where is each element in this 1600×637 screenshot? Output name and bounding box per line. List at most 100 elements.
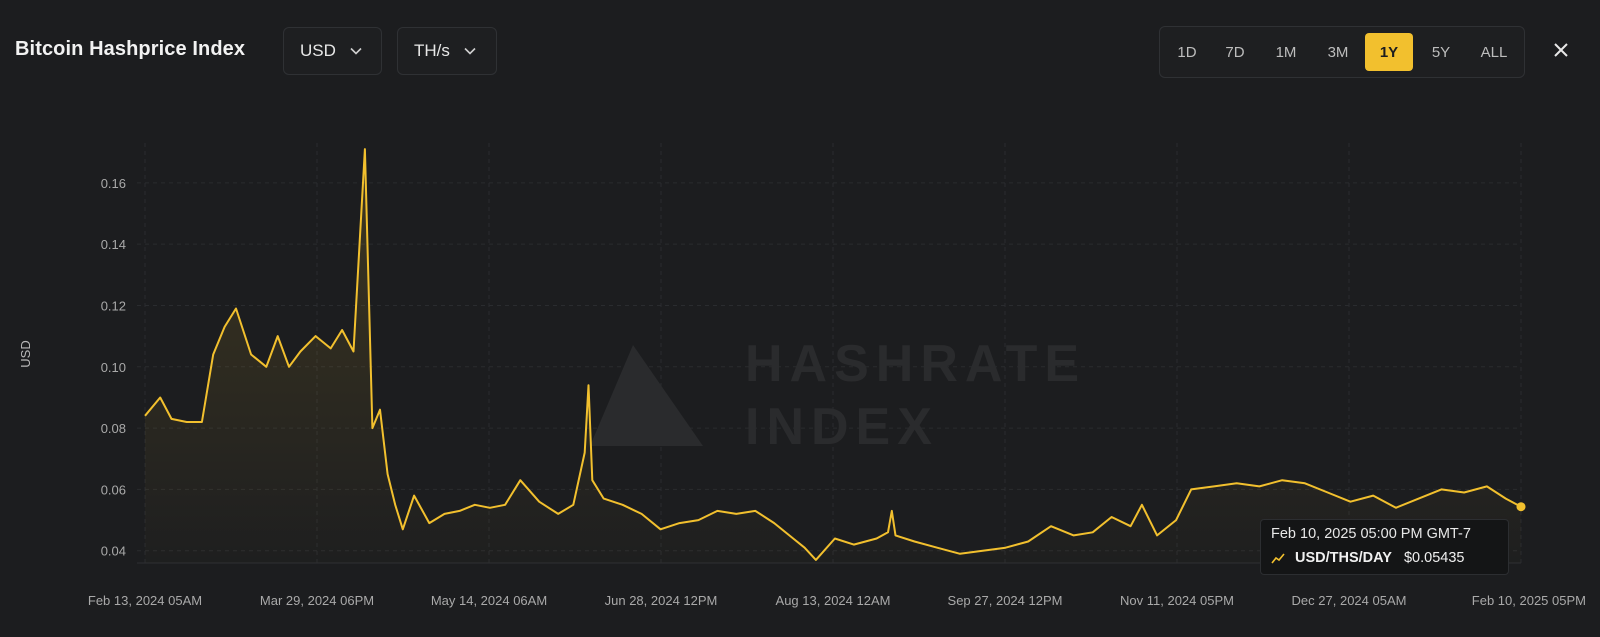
data-point xyxy=(602,497,606,501)
range-button-3m[interactable]: 3M xyxy=(1327,43,1349,61)
x-tick-label: May 14, 2024 06AM xyxy=(431,593,547,608)
data-point xyxy=(678,521,682,525)
data-point xyxy=(583,451,587,455)
range-button-all[interactable]: ALL xyxy=(1480,43,1508,61)
tooltip-value: $0.05435 xyxy=(1403,550,1465,566)
data-point xyxy=(329,346,333,350)
data-point xyxy=(894,533,898,537)
data-point xyxy=(363,147,367,151)
data-point xyxy=(833,537,837,541)
data-point xyxy=(393,503,397,507)
data-point xyxy=(734,512,738,516)
data-point xyxy=(143,414,147,418)
unit-select-value: TH/s xyxy=(414,41,450,60)
data-point xyxy=(412,494,416,498)
currency-select[interactable]: USD xyxy=(283,27,382,75)
currency-select-value: USD xyxy=(300,41,336,60)
data-point xyxy=(1417,497,1421,501)
data-tooltip: Feb 10, 2025 05:00 PM GMT-7 USD/THS/DAY … xyxy=(1260,519,1509,575)
data-point xyxy=(875,537,879,541)
range-button-1d[interactable]: 1D xyxy=(1177,43,1197,61)
data-point xyxy=(1004,546,1008,550)
x-tick-label: Feb 13, 2024 05AM xyxy=(88,593,202,608)
data-point xyxy=(1174,518,1178,522)
y-tick-label: 0.10 xyxy=(101,360,126,375)
chevron-down-icon xyxy=(350,47,362,55)
data-point xyxy=(458,509,462,513)
data-point xyxy=(935,546,939,550)
y-tick-label: 0.04 xyxy=(101,544,126,559)
page-title: Bitcoin Hashprice Index xyxy=(15,38,246,60)
range-button-5y[interactable]: 5Y xyxy=(1431,43,1451,61)
data-point xyxy=(621,503,625,507)
watermark-line1: HASHRATE xyxy=(745,335,1086,393)
data-point xyxy=(1504,497,1508,501)
data-point xyxy=(1155,533,1159,537)
x-tick-label: Jun 28, 2024 12PM xyxy=(605,593,718,608)
data-point xyxy=(571,503,575,507)
data-point xyxy=(791,537,795,541)
data-point xyxy=(1348,500,1352,504)
data-point xyxy=(158,396,162,400)
data-point xyxy=(753,509,757,513)
data-point xyxy=(276,334,280,338)
watermark-line2: INDEX xyxy=(745,398,939,456)
data-point xyxy=(913,540,917,544)
data-point xyxy=(223,325,227,329)
data-point xyxy=(772,521,776,525)
data-point xyxy=(1091,530,1095,534)
trend-line-icon xyxy=(1271,553,1285,564)
tooltip-date: Feb 10, 2025 05:00 PM GMT-7 xyxy=(1271,526,1471,542)
x-tick-label: Mar 29, 2024 06PM xyxy=(260,593,374,608)
data-point xyxy=(1110,515,1114,519)
data-point xyxy=(386,472,390,476)
data-point xyxy=(314,334,318,338)
data-point xyxy=(1439,487,1443,491)
data-point xyxy=(488,506,492,510)
y-tick-label: 0.14 xyxy=(101,237,126,252)
data-point xyxy=(1026,540,1030,544)
data-point xyxy=(1326,491,1330,495)
unit-select[interactable]: TH/s xyxy=(397,27,497,75)
header: Bitcoin Hashprice Index USD TH/s 1D 7D 1… xyxy=(0,0,1600,100)
data-point xyxy=(378,408,382,412)
data-point xyxy=(696,518,700,522)
close-button[interactable] xyxy=(1550,39,1572,61)
range-button-7d[interactable]: 7D xyxy=(1225,43,1245,61)
data-point xyxy=(298,350,302,354)
data-point xyxy=(803,546,807,550)
data-point xyxy=(1303,481,1307,485)
data-point xyxy=(814,558,818,562)
y-tick-label: 0.16 xyxy=(101,176,126,191)
data-point xyxy=(1235,481,1239,485)
x-tick-label: Aug 13, 2024 12AM xyxy=(776,593,891,608)
data-point xyxy=(503,503,507,507)
active-data-point[interactable] xyxy=(1516,502,1526,512)
x-tick-label: Feb 10, 2025 05PM xyxy=(1472,593,1586,608)
close-icon xyxy=(1554,43,1568,57)
data-point xyxy=(1257,484,1261,488)
data-point xyxy=(473,503,477,507)
data-point xyxy=(1485,484,1489,488)
data-point xyxy=(556,512,560,516)
time-range-selector: 1D 7D 1M 3M 1Y 5Y ALL xyxy=(1159,26,1525,78)
data-point xyxy=(370,426,374,430)
series-line xyxy=(144,148,1522,561)
range-button-1m[interactable]: 1M xyxy=(1275,43,1297,61)
watermark: HASHRATE INDEX xyxy=(590,335,1086,456)
data-point xyxy=(590,478,594,482)
data-point xyxy=(340,328,344,332)
data-point xyxy=(587,383,591,387)
range-button-1y[interactable]: 1Y xyxy=(1365,33,1413,71)
data-point xyxy=(890,509,894,513)
data-point xyxy=(640,512,644,516)
data-point xyxy=(401,527,405,531)
watermark-logo-icon xyxy=(590,345,703,446)
data-point xyxy=(852,543,856,547)
data-point xyxy=(264,365,268,369)
data-point xyxy=(1280,478,1284,482)
x-tick-label: Dec 27, 2024 05AM xyxy=(1292,593,1407,608)
data-point xyxy=(1371,494,1375,498)
data-point xyxy=(211,353,215,357)
y-tick-label: 0.06 xyxy=(101,482,126,497)
